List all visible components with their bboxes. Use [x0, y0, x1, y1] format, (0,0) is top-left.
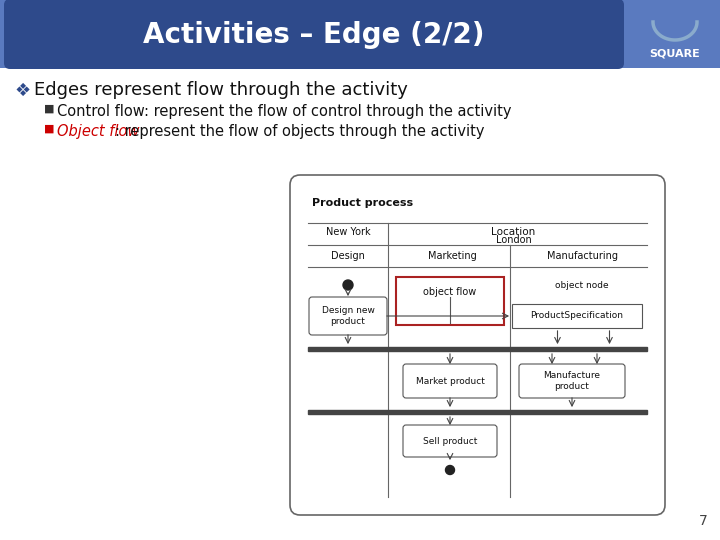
Text: Sell product: Sell product [423, 436, 477, 446]
Text: Market product: Market product [415, 376, 485, 386]
Text: : represent the flow of objects through the activity: : represent the flow of objects through … [115, 124, 485, 139]
Bar [308, 410, 647, 414]
Circle shape [343, 280, 353, 290]
Text: Object flow: Object flow [57, 124, 140, 139]
Text: Manufacturing: Manufacturing [546, 251, 618, 261]
Text: SQUARE: SQUARE [649, 48, 701, 58]
FancyBboxPatch shape [396, 277, 504, 325]
Text: Location: Location [491, 227, 536, 237]
FancyBboxPatch shape [403, 364, 497, 398]
Text: ❖: ❖ [14, 82, 30, 100]
FancyBboxPatch shape [290, 175, 665, 515]
Text: Design new
product: Design new product [322, 306, 374, 326]
Text: Product process: Product process [312, 198, 413, 208]
Circle shape [443, 463, 457, 477]
Bar [0, 0, 720, 68]
Text: Marketing: Marketing [428, 251, 477, 261]
Text: Control flow: represent the flow of control through the activity: Control flow: represent the flow of cont… [57, 104, 511, 119]
FancyBboxPatch shape [4, 0, 624, 69]
Circle shape [446, 465, 454, 475]
Text: ■: ■ [44, 124, 55, 134]
Text: ProductSpecification: ProductSpecification [531, 312, 624, 321]
Text: ■: ■ [44, 104, 55, 114]
Text: New York: New York [325, 227, 370, 237]
FancyBboxPatch shape [403, 425, 497, 457]
FancyBboxPatch shape [519, 364, 625, 398]
Text: object flow: object flow [423, 287, 477, 297]
Text: London: London [495, 235, 531, 245]
Text: object node: object node [555, 281, 609, 290]
Bar [308, 347, 647, 351]
Text: Design: Design [331, 251, 365, 261]
FancyBboxPatch shape [512, 304, 642, 328]
Text: 7: 7 [699, 514, 708, 528]
Text: Manufacture
product: Manufacture product [544, 372, 600, 391]
Text: Activities – Edge (2/2): Activities – Edge (2/2) [143, 21, 485, 49]
FancyBboxPatch shape [309, 297, 387, 335]
Text: Edges represent flow through the activity: Edges represent flow through the activit… [34, 81, 408, 99]
